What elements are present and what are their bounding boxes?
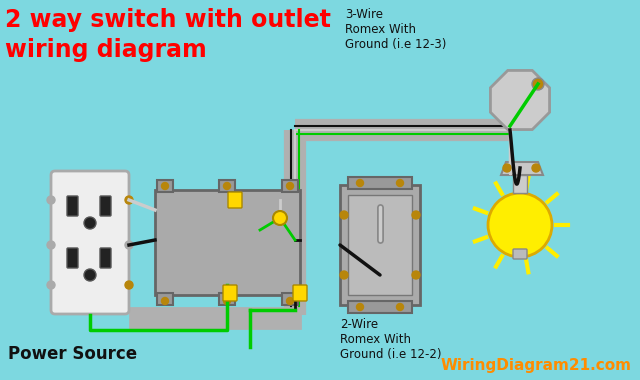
Circle shape bbox=[397, 179, 403, 187]
Circle shape bbox=[532, 78, 544, 90]
Circle shape bbox=[84, 217, 96, 229]
Text: 2 way switch with outlet: 2 way switch with outlet bbox=[5, 8, 331, 32]
Circle shape bbox=[412, 271, 420, 279]
FancyBboxPatch shape bbox=[348, 301, 412, 313]
FancyBboxPatch shape bbox=[513, 249, 527, 259]
FancyBboxPatch shape bbox=[155, 190, 300, 295]
FancyBboxPatch shape bbox=[223, 285, 237, 301]
Text: 3-Wire
Romex With
Ground (i.e 12-3): 3-Wire Romex With Ground (i.e 12-3) bbox=[345, 8, 446, 51]
FancyBboxPatch shape bbox=[282, 180, 298, 192]
FancyBboxPatch shape bbox=[293, 285, 307, 301]
Circle shape bbox=[125, 196, 133, 204]
Circle shape bbox=[84, 269, 96, 281]
FancyBboxPatch shape bbox=[348, 177, 412, 189]
Circle shape bbox=[47, 241, 55, 249]
FancyBboxPatch shape bbox=[100, 248, 111, 268]
FancyBboxPatch shape bbox=[340, 185, 420, 305]
FancyBboxPatch shape bbox=[513, 175, 527, 193]
Circle shape bbox=[503, 164, 511, 172]
FancyBboxPatch shape bbox=[130, 308, 300, 328]
Circle shape bbox=[223, 298, 230, 304]
Circle shape bbox=[356, 179, 364, 187]
Polygon shape bbox=[490, 70, 550, 130]
Circle shape bbox=[287, 298, 294, 304]
Circle shape bbox=[161, 298, 168, 304]
Circle shape bbox=[125, 281, 133, 289]
Circle shape bbox=[47, 196, 55, 204]
Circle shape bbox=[287, 182, 294, 190]
FancyBboxPatch shape bbox=[67, 196, 78, 216]
Text: wiring diagram: wiring diagram bbox=[5, 38, 207, 62]
FancyBboxPatch shape bbox=[228, 192, 242, 208]
Circle shape bbox=[223, 182, 230, 190]
FancyBboxPatch shape bbox=[100, 196, 111, 216]
FancyBboxPatch shape bbox=[219, 180, 235, 192]
Circle shape bbox=[125, 241, 133, 249]
FancyBboxPatch shape bbox=[157, 180, 173, 192]
Circle shape bbox=[397, 304, 403, 310]
Circle shape bbox=[412, 211, 420, 219]
Text: WiringDiagram21.com: WiringDiagram21.com bbox=[441, 358, 632, 373]
Circle shape bbox=[488, 193, 552, 257]
Circle shape bbox=[356, 304, 364, 310]
Circle shape bbox=[340, 271, 348, 279]
FancyBboxPatch shape bbox=[219, 293, 235, 305]
FancyBboxPatch shape bbox=[348, 195, 412, 295]
Polygon shape bbox=[501, 162, 543, 175]
Circle shape bbox=[273, 211, 287, 225]
FancyBboxPatch shape bbox=[157, 293, 173, 305]
Text: 2-Wire
Romex With
Ground (i.e 12-2): 2-Wire Romex With Ground (i.e 12-2) bbox=[340, 318, 442, 361]
FancyBboxPatch shape bbox=[282, 293, 298, 305]
FancyBboxPatch shape bbox=[51, 171, 129, 314]
Circle shape bbox=[47, 281, 55, 289]
Circle shape bbox=[161, 182, 168, 190]
Text: Power Source: Power Source bbox=[8, 345, 137, 363]
Circle shape bbox=[340, 211, 348, 219]
FancyBboxPatch shape bbox=[67, 248, 78, 268]
Circle shape bbox=[532, 164, 540, 172]
